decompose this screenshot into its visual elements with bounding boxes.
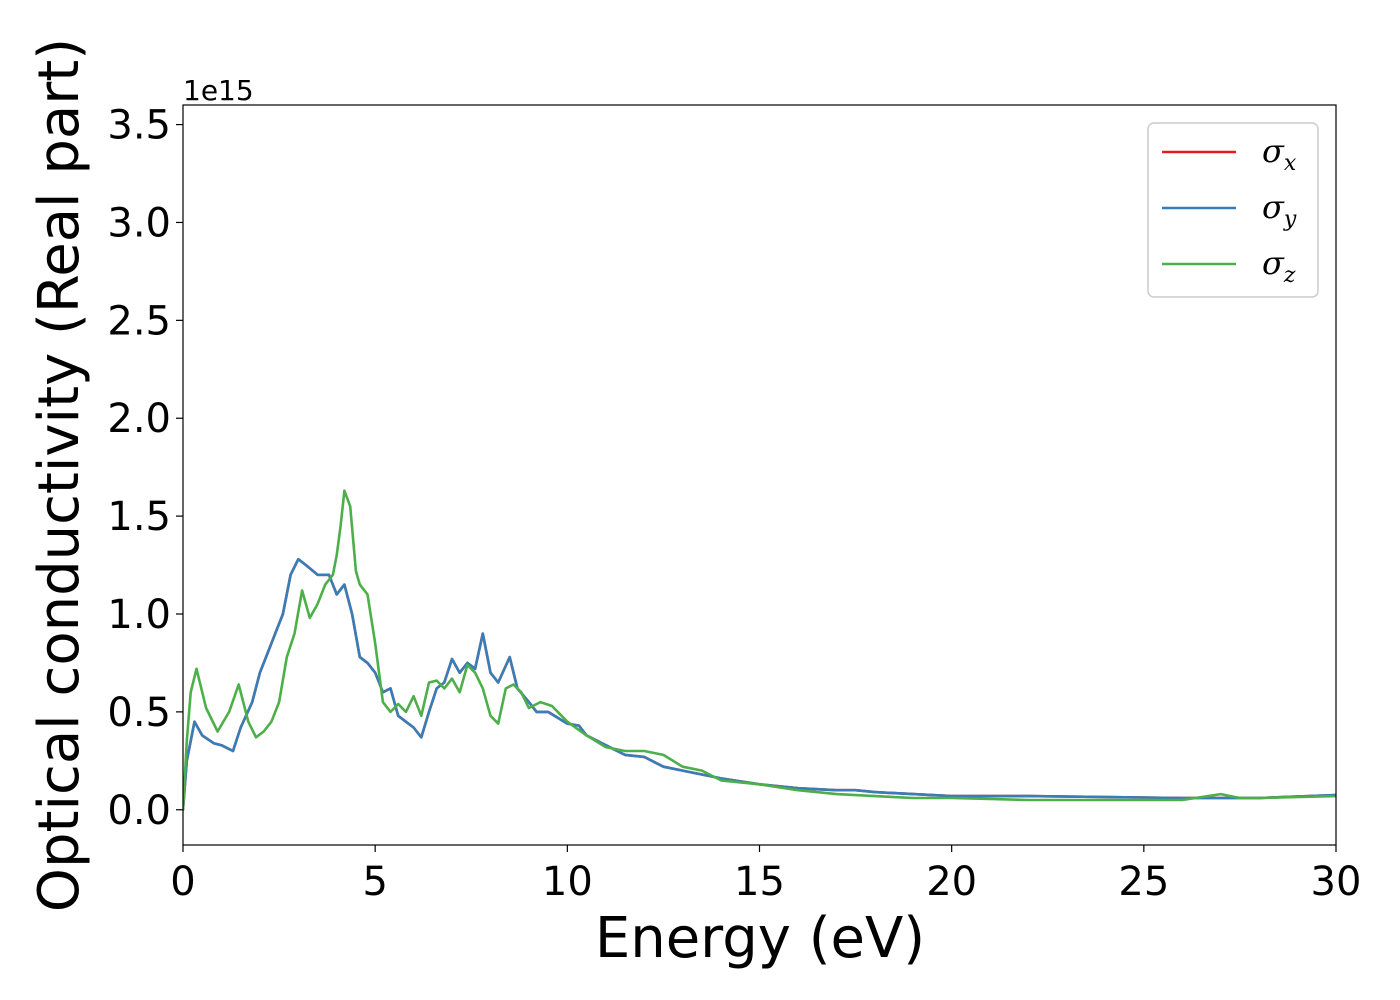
- x-tick-label: 20: [926, 859, 977, 905]
- legend-items: σx σy σz: [1162, 132, 1297, 288]
- x-tick-label: 5: [362, 859, 387, 905]
- y-tick-label: 3.5: [107, 103, 171, 149]
- y-tick-label: 3.0: [107, 200, 171, 246]
- legend: σx σy σz: [1147, 122, 1319, 298]
- y-tick-label: 1.5: [107, 494, 171, 540]
- y-tick-label: 1.0: [107, 592, 171, 638]
- y-axis-title: Optical conductivity (Real part): [27, 38, 92, 912]
- x-tick-label: 30: [1311, 859, 1362, 905]
- x-axis-title: Energy (eV): [595, 906, 925, 971]
- x-tick-label: 25: [1118, 859, 1169, 905]
- legend-box: [1147, 122, 1319, 298]
- legend-label-z: σz: [1262, 244, 1296, 288]
- y-tick-label: 0.5: [107, 690, 171, 736]
- series-line-x: [183, 557, 1336, 812]
- x-tick-label: 15: [734, 859, 785, 905]
- x-tick-label: 0: [170, 859, 195, 905]
- y-tick-label: 0.0: [107, 788, 171, 834]
- x-tick-label: 10: [542, 859, 593, 905]
- y-tick-label: 2.5: [107, 298, 171, 344]
- y-tick-label: 2.0: [107, 396, 171, 442]
- legend-label-x: σx: [1262, 132, 1297, 176]
- series-layer: [183, 489, 1336, 812]
- y-offset-label: 1e15: [183, 74, 254, 107]
- legend-label-y: σy: [1262, 188, 1297, 232]
- y-axis-ticks: 0.0 0.5 1.0 1.5 2.0 2.5 3.0 3.5: [107, 103, 183, 834]
- series-line-y: [183, 557, 1336, 812]
- series-line-z: [183, 489, 1336, 812]
- x-axis-ticks: 0 5 10 15 20 25 30: [170, 845, 1361, 905]
